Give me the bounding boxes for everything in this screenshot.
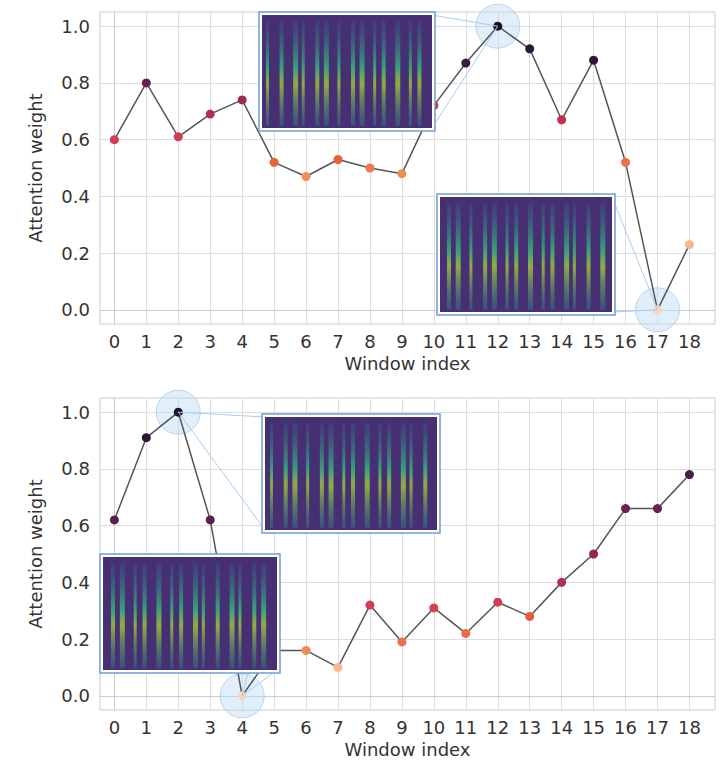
svg-text:Window index: Window index <box>345 353 471 374</box>
svg-text:0.4: 0.4 <box>61 572 90 593</box>
svg-text:0.6: 0.6 <box>61 129 90 150</box>
svg-text:0.6: 0.6 <box>61 515 90 536</box>
svg-text:3: 3 <box>204 331 215 352</box>
svg-text:1.0: 1.0 <box>61 402 90 423</box>
svg-text:1: 1 <box>141 331 152 352</box>
svg-text:10: 10 <box>422 331 445 352</box>
svg-text:7: 7 <box>332 717 343 738</box>
svg-text:2: 2 <box>173 717 184 738</box>
svg-text:7: 7 <box>332 331 343 352</box>
svg-text:0.4: 0.4 <box>61 186 90 207</box>
svg-text:10: 10 <box>422 717 445 738</box>
svg-text:0.8: 0.8 <box>61 72 90 93</box>
svg-text:6: 6 <box>300 331 311 352</box>
svg-text:5: 5 <box>268 331 279 352</box>
svg-text:0.2: 0.2 <box>61 243 90 264</box>
svg-text:4: 4 <box>236 717 247 738</box>
svg-text:9: 9 <box>396 331 407 352</box>
svg-text:15: 15 <box>582 717 605 738</box>
svg-text:1: 1 <box>141 717 152 738</box>
svg-text:13: 13 <box>518 331 541 352</box>
svg-text:15: 15 <box>582 331 605 352</box>
svg-text:12: 12 <box>486 717 509 738</box>
svg-text:1.0: 1.0 <box>61 16 90 37</box>
svg-text:0: 0 <box>109 331 120 352</box>
svg-text:17: 17 <box>646 717 669 738</box>
svg-text:0.8: 0.8 <box>61 458 90 479</box>
svg-text:3: 3 <box>204 717 215 738</box>
svg-text:8: 8 <box>364 717 375 738</box>
svg-text:16: 16 <box>614 717 637 738</box>
svg-text:14: 14 <box>550 717 573 738</box>
svg-text:4: 4 <box>236 331 247 352</box>
svg-text:5: 5 <box>268 717 279 738</box>
svg-text:Attention weight: Attention weight <box>25 93 46 242</box>
svg-text:0.0: 0.0 <box>61 299 90 320</box>
svg-text:13: 13 <box>518 717 541 738</box>
svg-text:2: 2 <box>173 331 184 352</box>
svg-text:12: 12 <box>486 331 509 352</box>
svg-text:14: 14 <box>550 331 573 352</box>
svg-text:0.2: 0.2 <box>61 629 90 650</box>
svg-text:9: 9 <box>396 717 407 738</box>
svg-text:18: 18 <box>678 717 701 738</box>
svg-text:Window index: Window index <box>345 739 471 760</box>
svg-text:16: 16 <box>614 331 637 352</box>
svg-text:11: 11 <box>454 717 477 738</box>
svg-text:11: 11 <box>454 331 477 352</box>
svg-text:8: 8 <box>364 331 375 352</box>
svg-text:Attention weight: Attention weight <box>25 479 46 628</box>
svg-text:6: 6 <box>300 717 311 738</box>
svg-text:18: 18 <box>678 331 701 352</box>
svg-text:17: 17 <box>646 331 669 352</box>
svg-text:0.0: 0.0 <box>61 685 90 706</box>
svg-text:0: 0 <box>109 717 120 738</box>
